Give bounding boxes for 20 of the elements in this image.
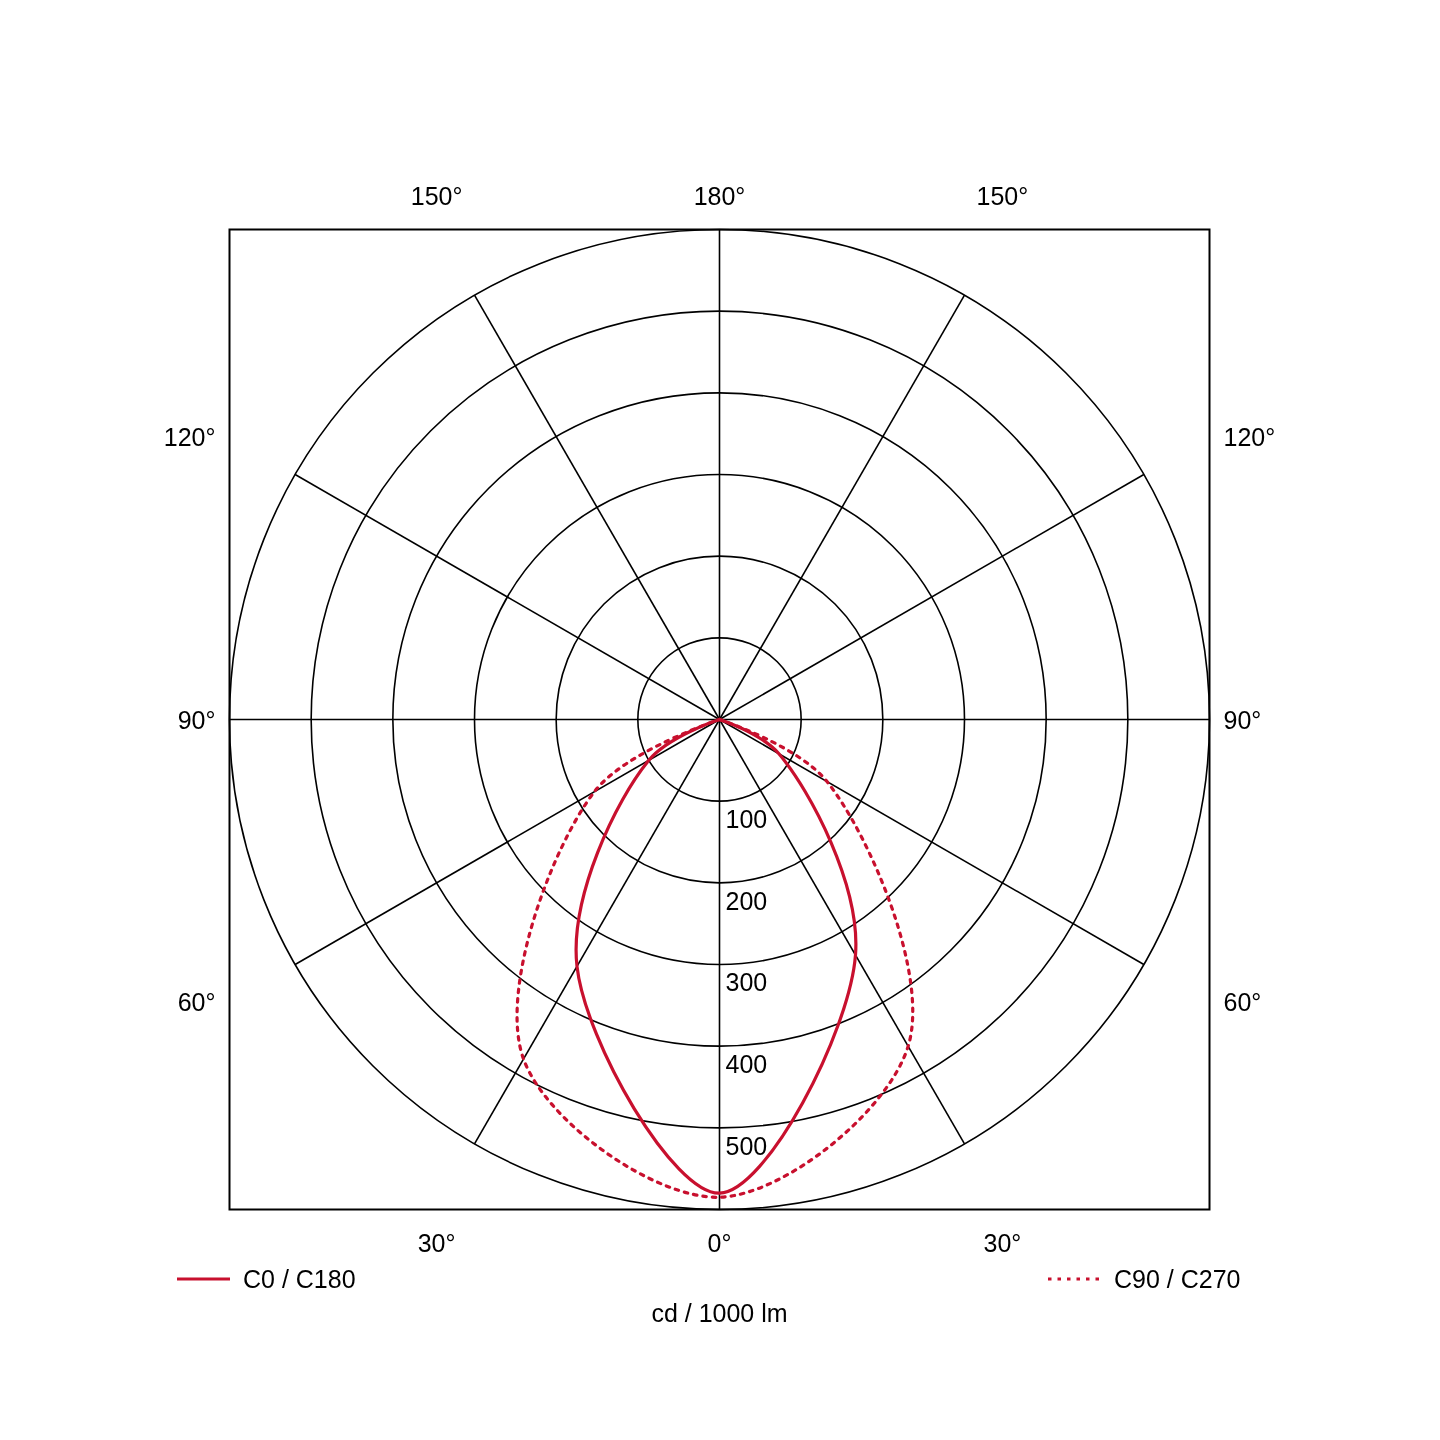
- text: cd / 1000 lm: [651, 1299, 788, 1327]
- spoke-label: 150°: [410, 181, 463, 210]
- legend-label: C0 / C180: [243, 1265, 356, 1293]
- y-tick-label: 400: [725, 1049, 768, 1078]
- spoke-label: 60°: [177, 988, 216, 1017]
- spoke-label: 30°: [983, 1228, 1022, 1257]
- spoke-label: 90°: [1223, 705, 1262, 734]
- y-tick-label: 500: [725, 1131, 768, 1160]
- spoke-label: 120°: [163, 422, 216, 451]
- y-tick-label: 300: [725, 968, 768, 997]
- spoke-label: 180°: [693, 181, 746, 210]
- legend-label: C90 / C270: [1114, 1265, 1241, 1293]
- spoke-label: 120°: [1223, 422, 1276, 451]
- spoke-label: 0°: [707, 1228, 732, 1257]
- spoke-label: 60°: [1223, 988, 1262, 1017]
- y-tick-label: 100: [725, 804, 768, 833]
- spoke-label: 30°: [417, 1228, 456, 1257]
- spoke-label: 90°: [177, 705, 216, 734]
- y-tick-label: 200: [725, 886, 768, 915]
- spoke-label: 150°: [976, 181, 1029, 210]
